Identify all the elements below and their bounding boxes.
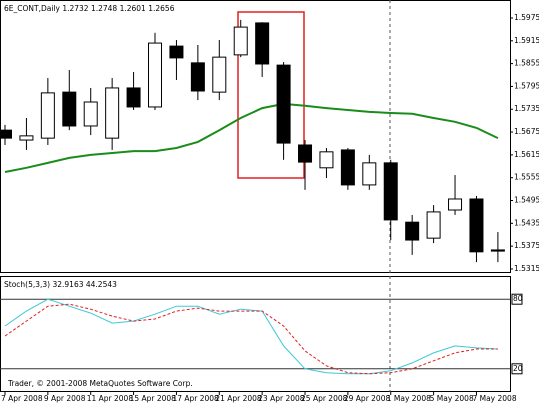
y-tick-box: [511, 363, 523, 375]
y-tick-label: 1.5315: [514, 264, 539, 273]
candle-body: [362, 162, 377, 186]
candle-body: [148, 42, 163, 108]
y-tick-label: 1.5675: [514, 127, 539, 136]
y-tick-label: 1.5375: [514, 241, 539, 250]
y-tick-label: 1.5555: [514, 173, 539, 182]
moving-average-line: [4, 102, 499, 173]
candle-body: [169, 45, 184, 59]
copyright: Trader, © 2001-2008 MetaQuotes Software …: [7, 379, 193, 388]
candle-body: [126, 87, 141, 108]
x-tick-label: 15 Apr 2008: [130, 394, 177, 403]
candle-body: [340, 149, 355, 186]
candle-body: [490, 249, 505, 252]
highlight-box: [237, 11, 305, 179]
stoch-line: [4, 303, 498, 375]
y-tick-label: 80: [513, 294, 523, 303]
x-tick-label: 25 Apr 2008: [301, 394, 348, 403]
candle-body: [319, 151, 334, 169]
candle-body: [212, 56, 227, 93]
x-tick-label: 1 May 2008: [387, 394, 431, 403]
x-tick-label: 11 Apr 2008: [87, 394, 134, 403]
candle-body: [40, 92, 55, 139]
x-tick-label: 7 Apr 2008: [1, 394, 43, 403]
candle-body: [405, 221, 420, 241]
candle-body: [233, 26, 248, 56]
candle-body: [448, 198, 463, 211]
x-tick-label: 29 Apr 2008: [344, 394, 391, 403]
stoch-line: [4, 298, 498, 375]
candle-body: [19, 135, 34, 141]
x-tick-label: 9 Apr 2008: [44, 394, 86, 403]
candle-body: [105, 87, 120, 139]
chart-title: 6E_CONT,Daily 1.2732 1.2748 1.2601 1.265…: [4, 4, 175, 13]
candle-body: [298, 144, 313, 163]
stoch-title: Stoch(5,3,3) 32.9163 44.2543: [4, 280, 117, 289]
candle-body: [83, 101, 98, 127]
y-tick-label: 1.5735: [514, 104, 539, 113]
candle-body: [190, 62, 205, 92]
candle-body: [383, 162, 398, 221]
x-tick-label: 5 May 2008: [430, 394, 474, 403]
x-tick-label: 23 Apr 2008: [258, 394, 305, 403]
y-tick-label: 1.5975: [514, 13, 539, 22]
candle-body: [469, 198, 484, 253]
x-tick-label: 21 Apr 2008: [215, 394, 262, 403]
y-tick-label: 1.5855: [514, 59, 539, 68]
y-tick-label: 1.5615: [514, 150, 539, 159]
stoch-pane-border: [0, 276, 511, 392]
x-tick-label: 7 May 2008: [472, 394, 516, 403]
candle-body: [62, 91, 77, 127]
candle-body: [426, 211, 441, 239]
y-tick-label: 1.5435: [514, 218, 539, 227]
candle-body: [276, 64, 291, 144]
candle-body: [0, 129, 12, 139]
y-tick-label: 1.5915: [514, 36, 539, 45]
candle-body: [255, 22, 270, 65]
y-tick-box: [511, 293, 523, 305]
y-tick-label: 1.5495: [514, 196, 539, 205]
x-tick-label: 17 Apr 2008: [172, 394, 219, 403]
y-tick-label: 20: [513, 364, 523, 373]
y-tick-label: 1.5795: [514, 81, 539, 90]
